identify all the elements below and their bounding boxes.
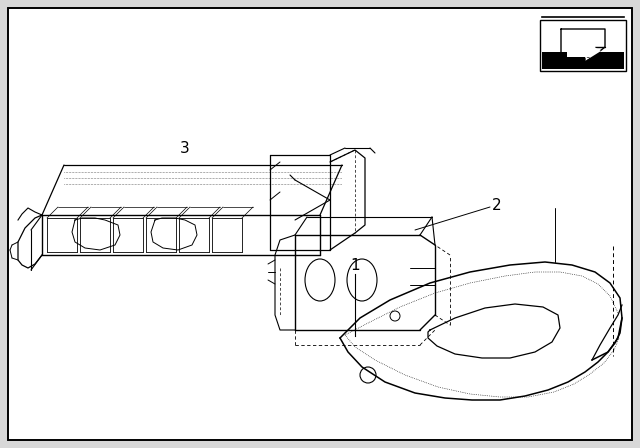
Text: 00130340: 00130340 (566, 57, 600, 63)
Polygon shape (567, 41, 601, 61)
Text: 3: 3 (180, 141, 190, 155)
Text: 2: 2 (492, 198, 502, 212)
Bar (540, 20, 626, 71)
Text: 1: 1 (350, 258, 360, 273)
Bar (542, 52, 624, 69)
